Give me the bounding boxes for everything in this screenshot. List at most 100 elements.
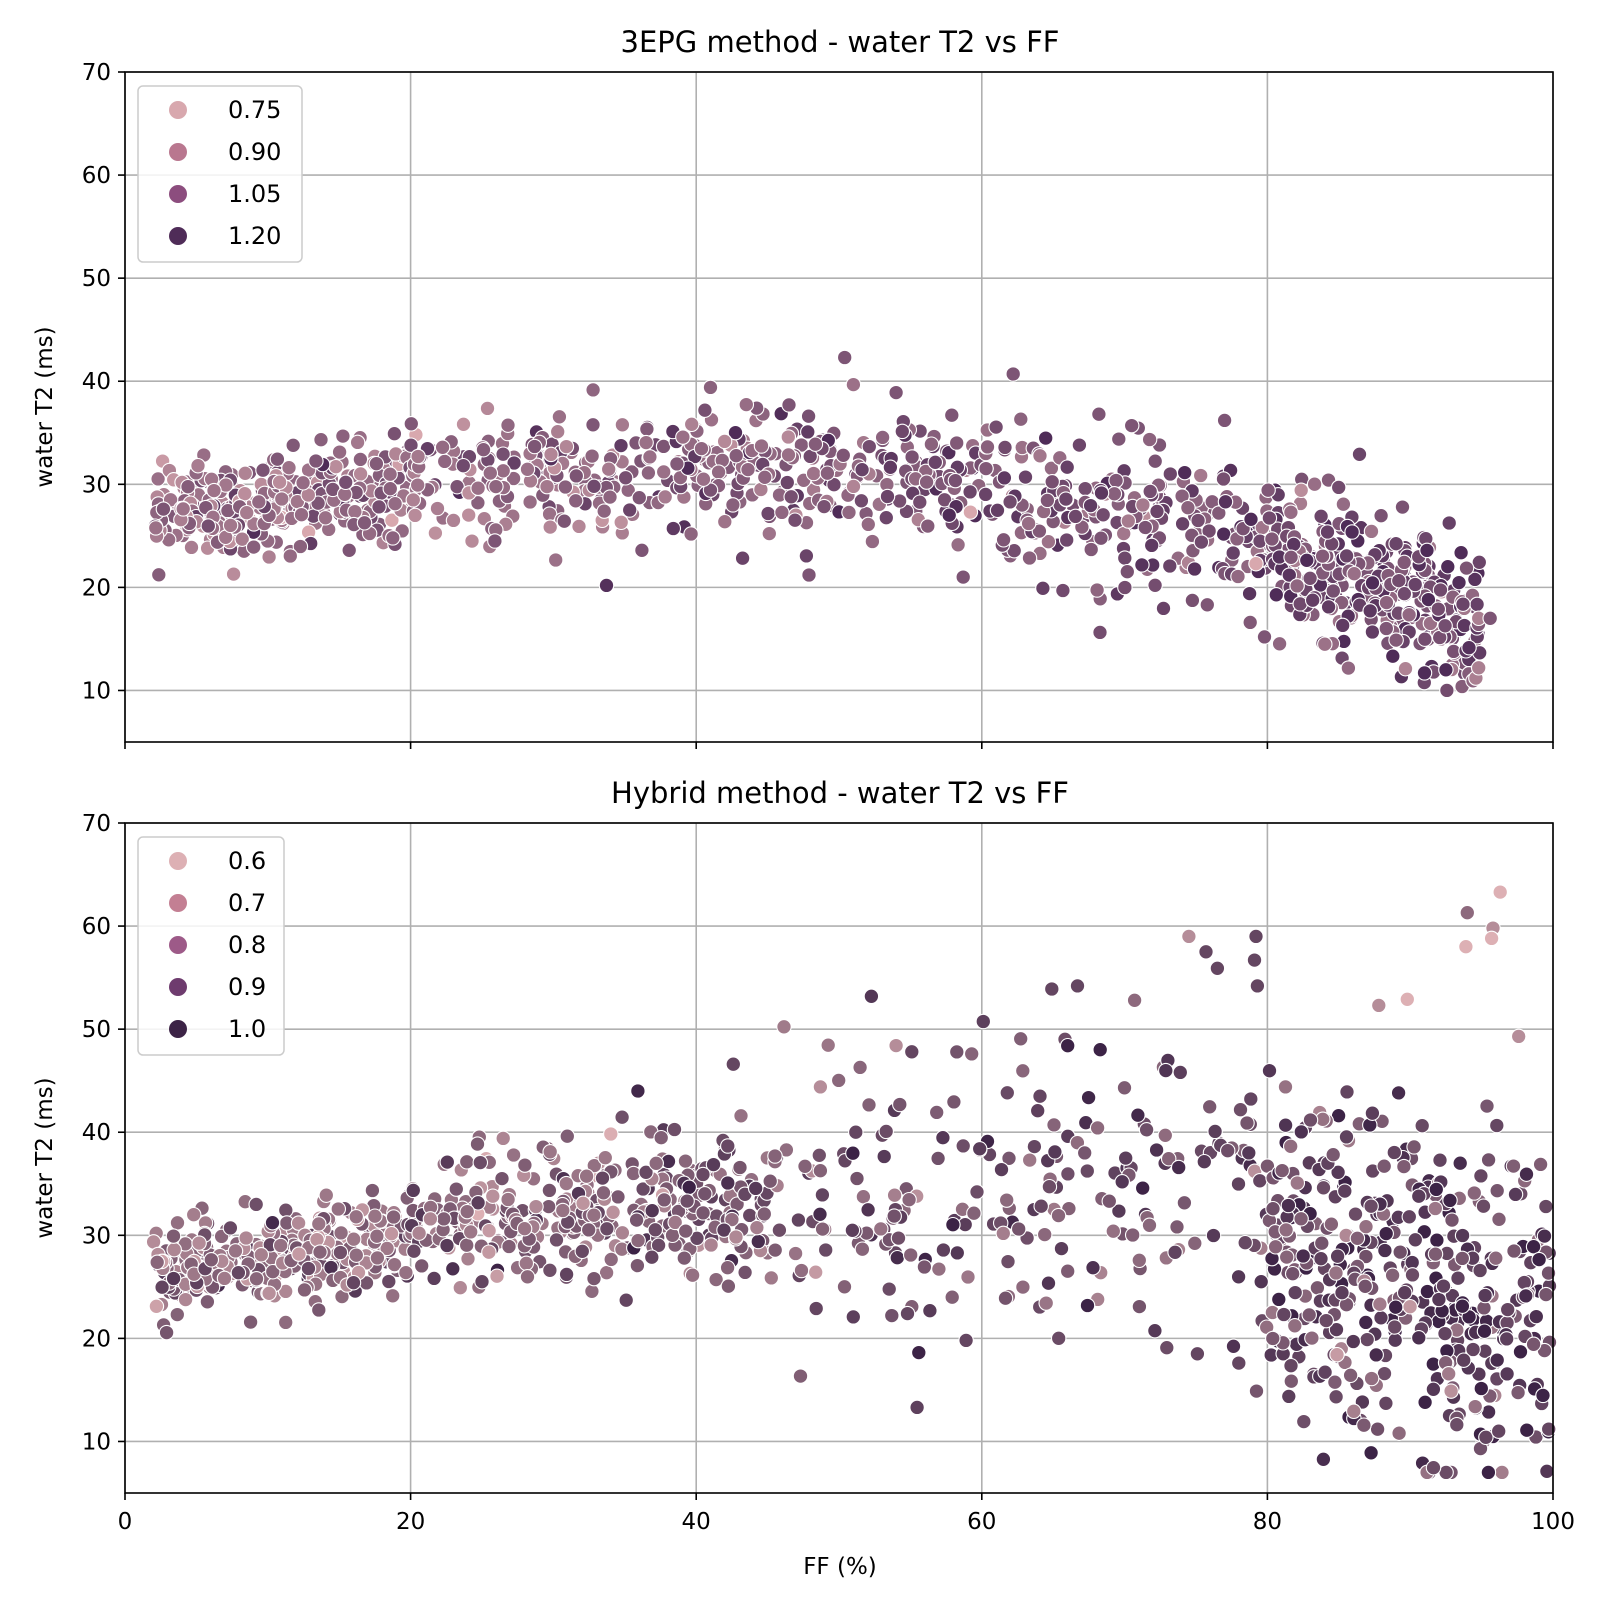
scatter-point	[817, 1242, 834, 1258]
scatter-point	[458, 1237, 475, 1253]
scatter-point	[854, 1241, 871, 1257]
scatter-point	[475, 441, 492, 458]
scatter-point	[997, 439, 1013, 456]
scatter-point	[1364, 575, 1381, 591]
scatter-point	[295, 475, 311, 491]
ytick-label: 10	[82, 678, 111, 704]
scatter-point	[996, 470, 1013, 486]
scatter-point	[1518, 1288, 1534, 1304]
scatter-point	[1391, 572, 1407, 589]
scatter-point	[603, 1126, 619, 1142]
scatter-point	[1123, 417, 1140, 434]
scatter-point	[559, 1128, 576, 1144]
scatter-point	[411, 1225, 427, 1241]
scatter-point	[814, 1187, 831, 1203]
scatter-point	[1416, 665, 1433, 681]
scatter-point	[1033, 1198, 1049, 1214]
scatter-point	[1296, 1413, 1312, 1430]
legend-label: 1.05	[228, 180, 281, 208]
scatter-point	[820, 1037, 836, 1053]
scatter-point	[485, 1188, 501, 1204]
ytick-label: 60	[82, 914, 111, 940]
scatter-point	[158, 1324, 175, 1341]
scatter-point	[1394, 499, 1411, 515]
scatter-point	[695, 1205, 711, 1221]
scatter-point	[472, 1154, 489, 1171]
scatter-point	[1518, 1166, 1535, 1182]
scatter-point	[348, 1209, 364, 1225]
scatter-point	[386, 425, 403, 442]
scatter-point	[381, 1273, 397, 1290]
scatter-point	[594, 1170, 611, 1186]
scatter-point	[1482, 610, 1498, 627]
scatter-point	[1077, 480, 1093, 497]
scatter-point	[1192, 467, 1209, 484]
scatter-point	[383, 1225, 400, 1242]
chart-bottom-ticks	[118, 822, 1554, 1500]
scatter-point	[1117, 550, 1133, 566]
legend-marker	[169, 978, 187, 996]
scatter-point	[180, 478, 196, 495]
scatter-point	[1386, 1319, 1403, 1335]
scatter-point	[888, 384, 904, 401]
scatter-point	[966, 1205, 982, 1221]
scatter-point	[436, 1211, 452, 1227]
scatter-point	[1396, 1158, 1412, 1175]
scatter-point	[574, 1243, 591, 1260]
scatter-point	[1190, 512, 1206, 529]
scatter-point	[1265, 1200, 1281, 1217]
scatter-point	[555, 1202, 571, 1219]
scatter-point	[434, 439, 451, 456]
scatter-point	[369, 1228, 385, 1244]
scatter-point	[1172, 1064, 1189, 1081]
scatter-point	[169, 1215, 186, 1231]
scatter-point	[901, 1191, 917, 1208]
scatter-point	[1505, 1158, 1522, 1174]
scatter-point	[501, 1238, 517, 1255]
scatter-point	[1277, 1117, 1294, 1133]
scatter-point	[1440, 558, 1456, 575]
scatter-point	[386, 1256, 403, 1273]
scatter-point	[1021, 1152, 1038, 1168]
scatter-point	[640, 465, 657, 481]
scatter-point	[1346, 1403, 1362, 1420]
scatter-point	[852, 1059, 868, 1076]
scatter-point	[1215, 471, 1232, 487]
scatter-point	[702, 379, 719, 396]
scatter-point	[175, 501, 191, 517]
scatter-point	[300, 1260, 317, 1277]
scatter-point	[1242, 614, 1258, 631]
scatter-point	[1473, 1168, 1489, 1184]
scatter-point	[1442, 1192, 1458, 1209]
scatter-point	[728, 1229, 744, 1245]
scatter-point	[1334, 617, 1351, 634]
ytick-label: 10	[82, 1429, 111, 1455]
scatter-point	[787, 512, 803, 528]
scatter-point	[1249, 978, 1266, 994]
scatter-point	[199, 1294, 216, 1310]
scatter-point	[409, 477, 426, 493]
scatter-point	[1287, 1318, 1303, 1334]
legend-label: 0.8	[228, 931, 266, 959]
scatter-point	[771, 1222, 788, 1238]
legend-marker	[169, 143, 187, 161]
scatter-point	[886, 1208, 902, 1224]
scatter-point	[422, 1211, 439, 1227]
scatter-point	[237, 485, 253, 502]
scatter-point	[1050, 1330, 1067, 1347]
scatter-point	[1237, 1234, 1253, 1251]
scatter-point	[1306, 476, 1323, 492]
scatter-point	[1216, 412, 1233, 429]
scatter-point	[261, 549, 277, 565]
scatter-point	[599, 1221, 615, 1237]
scatter-point	[1417, 631, 1433, 647]
scatter-point	[293, 506, 310, 523]
scatter-point	[1323, 1216, 1340, 1232]
scatter-point	[242, 1314, 259, 1330]
scatter-point	[638, 434, 654, 451]
scatter-point	[1035, 580, 1051, 597]
scatter-point	[1252, 1173, 1268, 1189]
scatter-point	[1174, 516, 1191, 532]
legend-marker	[169, 1020, 187, 1038]
scatter-point	[1092, 624, 1108, 641]
